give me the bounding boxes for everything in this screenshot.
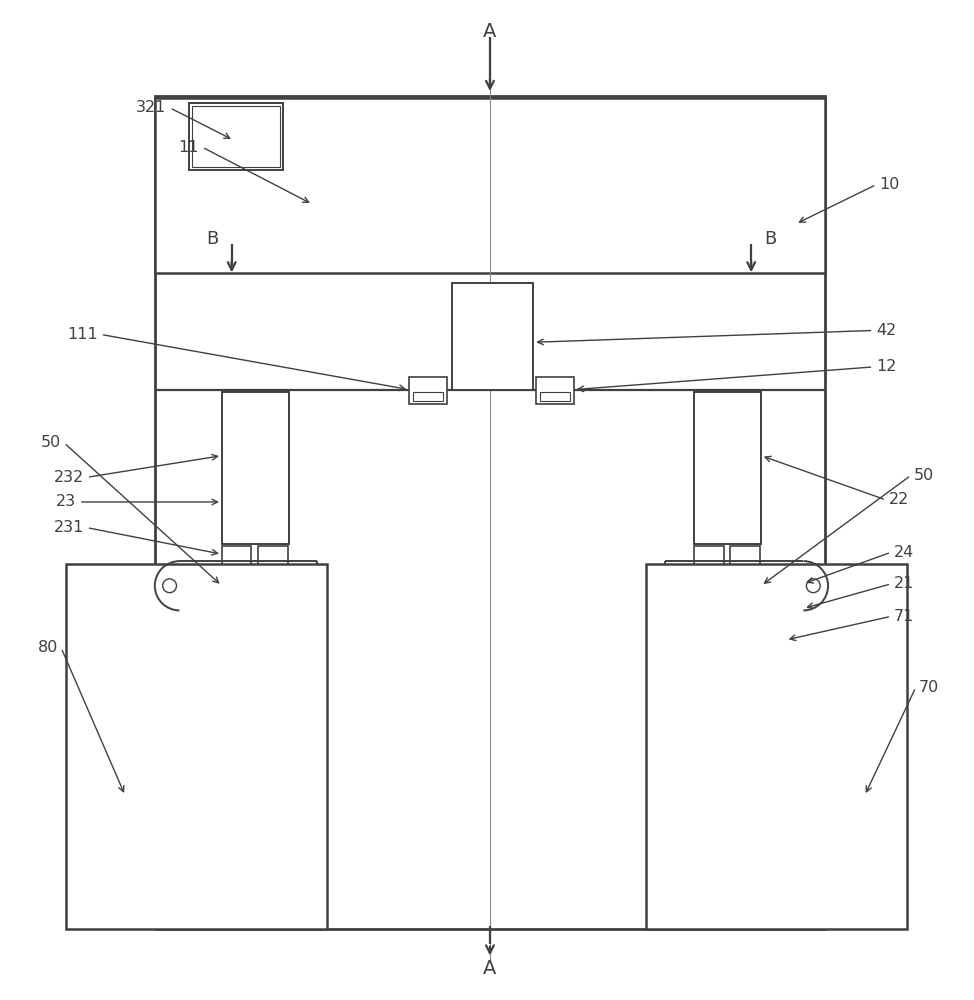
Bar	[730, 546, 760, 579]
Text: 50: 50	[41, 435, 61, 450]
Text: 22: 22	[889, 492, 910, 508]
Bar	[222, 546, 251, 579]
Bar	[66, 564, 327, 929]
Bar	[537, 377, 574, 404]
Bar	[727, 610, 761, 640]
Bar	[694, 546, 724, 579]
Text: 10: 10	[880, 177, 900, 192]
Text: 111: 111	[67, 327, 97, 342]
Bar	[409, 377, 447, 404]
Text: 42: 42	[877, 323, 897, 338]
Bar	[768, 610, 804, 640]
Bar	[413, 392, 442, 401]
Bar	[155, 96, 825, 929]
Bar	[264, 610, 299, 640]
Text: 321: 321	[136, 100, 167, 115]
Bar	[453, 283, 534, 390]
Text: B: B	[206, 230, 219, 248]
Bar	[258, 546, 288, 579]
Bar	[179, 610, 214, 640]
Text: 50: 50	[914, 468, 934, 483]
Bar	[200, 648, 240, 683]
Text: A: A	[483, 22, 497, 41]
Bar	[189, 103, 283, 170]
Text: 231: 231	[54, 520, 84, 535]
Bar	[694, 392, 761, 544]
Text: 24: 24	[894, 545, 915, 560]
Text: 71: 71	[894, 609, 915, 624]
Bar	[155, 586, 318, 610]
Bar	[192, 106, 280, 167]
Text: 70: 70	[918, 680, 939, 695]
Text: 80: 80	[38, 640, 58, 655]
Bar	[155, 98, 825, 273]
Bar	[646, 564, 907, 929]
Text: 12: 12	[877, 359, 897, 374]
Bar	[684, 610, 719, 640]
Text: 11: 11	[178, 140, 199, 155]
Text: 21: 21	[894, 576, 915, 591]
Bar	[222, 610, 256, 640]
Text: 232: 232	[54, 470, 84, 485]
Text: A: A	[483, 959, 497, 978]
Text: 23: 23	[56, 494, 76, 509]
Text: B: B	[764, 230, 776, 248]
Bar	[744, 648, 784, 683]
Bar	[665, 610, 828, 687]
Bar	[155, 610, 318, 687]
Bar	[222, 392, 289, 544]
Bar	[541, 392, 570, 401]
Bar	[665, 586, 828, 610]
